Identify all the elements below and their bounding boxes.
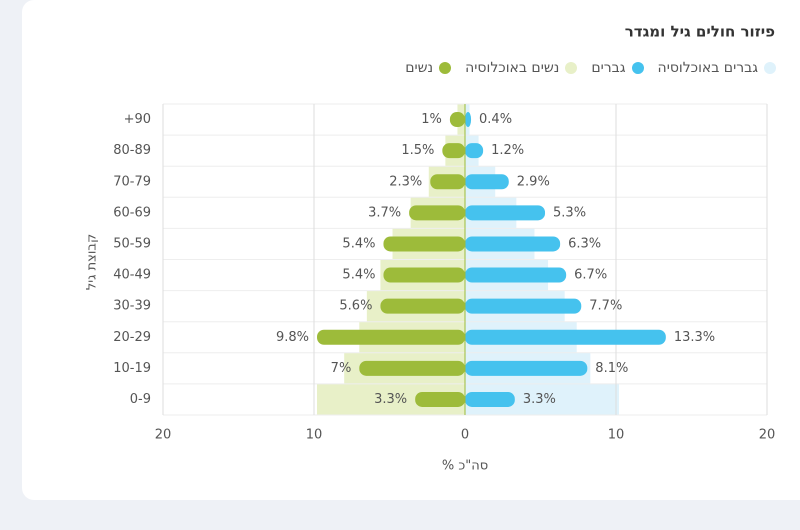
y-tick-label: 80-89 [113, 143, 151, 158]
bar [465, 360, 588, 376]
legend-label: נשים [405, 60, 434, 76]
bar [465, 143, 484, 159]
legend-item[interactable]: גברים [591, 60, 644, 76]
bar [465, 112, 472, 128]
value-label: 7% [331, 361, 352, 376]
legend-swatch [631, 62, 644, 74]
y-tick-label: 50-59 [113, 236, 151, 251]
value-label: 5.3% [553, 205, 586, 220]
x-tick-label: 0 [461, 428, 469, 443]
value-label: 9.8% [276, 330, 309, 345]
bar [442, 143, 465, 159]
x-tick-label: 10 [608, 428, 625, 443]
value-label: 2.9% [517, 174, 550, 189]
y-tick-label: +90 [124, 112, 151, 127]
value-label: 1% [421, 112, 442, 127]
y-tick-label: 40-49 [113, 268, 151, 283]
legend-item[interactable]: גברים באוכלוסיה [658, 60, 776, 76]
value-label: 2.3% [389, 174, 422, 189]
value-label: 5.4% [342, 236, 375, 251]
legend-item[interactable]: נשים [405, 60, 452, 76]
bar [465, 298, 582, 314]
value-label: 5.6% [339, 299, 372, 314]
legend-swatch [439, 62, 452, 74]
x-tick-label: 20 [759, 428, 776, 443]
value-label: 5.4% [342, 268, 375, 283]
bar [380, 298, 465, 314]
legend-label: גברים [591, 60, 626, 76]
value-label: 1.5% [401, 143, 434, 158]
legend-swatch [764, 62, 776, 74]
bar [465, 205, 546, 221]
value-label: 7.7% [589, 299, 622, 314]
bar [383, 267, 465, 283]
bar [465, 267, 567, 283]
bar [359, 360, 465, 376]
legend-label: נשים באוכלוסיה [465, 60, 560, 76]
foreground-layer: 0.4% 1.2% 2.9% 5.3% 6.3% 6.7% 7.7% 13.3% 8.1% 3.3… [276, 104, 715, 415]
value-label: 3.7% [368, 205, 401, 220]
bar [465, 391, 515, 407]
y-tick-label: 20-29 [113, 330, 151, 345]
bar [465, 174, 509, 190]
y-tick-label: 60-69 [113, 205, 151, 220]
value-label: 1.2% [491, 143, 524, 158]
value-label: 6.3% [568, 236, 601, 251]
bar [317, 329, 465, 345]
bar [465, 236, 561, 252]
bar [449, 112, 465, 128]
bar [430, 174, 465, 190]
value-label: 13.3% [674, 330, 715, 345]
x-tick-label: 10 [306, 428, 323, 443]
y-axis-label: קבוצת גיל [85, 234, 100, 290]
value-label: 6.7% [574, 268, 607, 283]
value-label: 8.1% [595, 361, 628, 376]
value-label: 3.3% [523, 392, 556, 407]
bar [415, 391, 465, 407]
y-tick-label: 70-79 [113, 174, 151, 189]
y-tick-label: 30-39 [113, 299, 151, 314]
legend-item[interactable]: נשים באוכלוסיה [465, 60, 578, 76]
bar [465, 329, 666, 345]
x-tick-label: 20 [155, 428, 172, 443]
x-axis-label: % סה"כ [442, 459, 488, 474]
value-label: 3.3% [374, 392, 407, 407]
bar [409, 205, 465, 221]
bar [383, 236, 465, 252]
y-tick-label: 0-9 [130, 392, 151, 407]
chart-title: פיזור חולים גיל ומגדר [625, 23, 775, 41]
legend-label: גברים באוכלוסיה [657, 60, 758, 76]
legend: גברים באוכלוסיה גברים נשים באוכלוסיה נשים [405, 60, 776, 76]
legend-swatch [565, 62, 578, 74]
y-tick-label: 10-19 [113, 361, 151, 376]
value-label: 0.4% [479, 112, 512, 127]
